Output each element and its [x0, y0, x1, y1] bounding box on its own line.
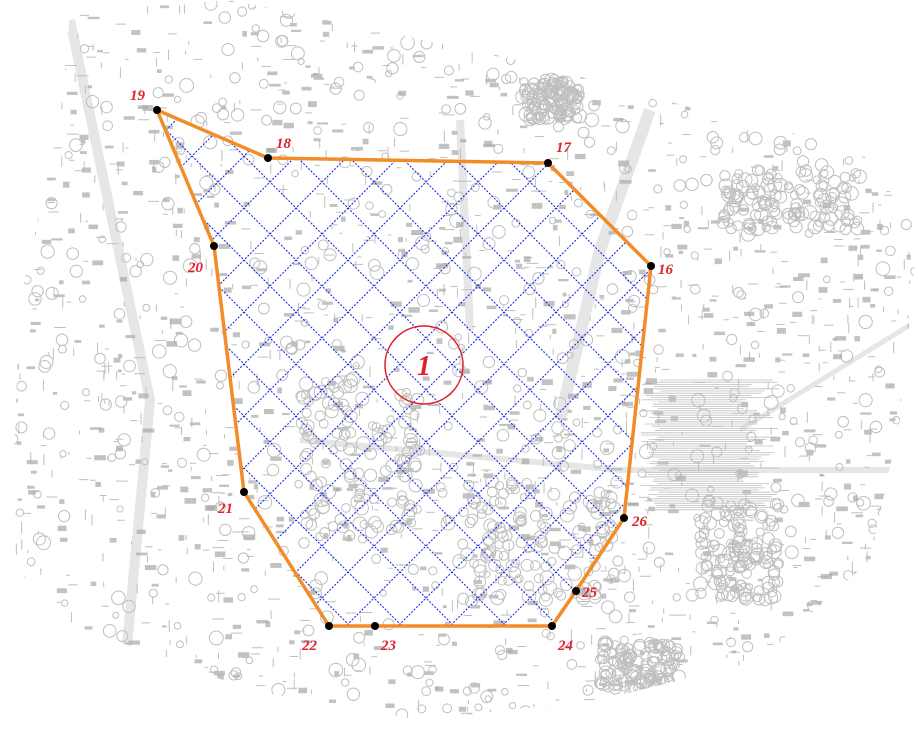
vertex-17[interactable]: 17: [544, 140, 572, 167]
vertex-20[interactable]: 20: [187, 242, 218, 276]
vertex-label: 25: [581, 585, 598, 601]
vertex-label: 19: [130, 88, 146, 104]
zone-label: 1: [417, 351, 431, 382]
vertex-18[interactable]: 18: [264, 136, 292, 162]
zone-circle: [384, 325, 464, 405]
vertex-22[interactable]: 22: [301, 622, 333, 654]
vertex-point[interactable]: [325, 622, 333, 630]
vertex-point[interactable]: [572, 587, 580, 595]
vertex-25[interactable]: 25: [572, 585, 598, 601]
vertex-24[interactable]: 24: [548, 622, 574, 654]
vertex-label: 20: [187, 260, 204, 276]
vertex-point[interactable]: [620, 514, 628, 522]
vertex-label: 26: [631, 514, 648, 530]
vertex-label: 18: [276, 136, 292, 152]
vertex-label: 21: [217, 501, 233, 517]
vertex-point[interactable]: [647, 262, 655, 270]
vertex-point[interactable]: [371, 622, 379, 630]
vertex-21[interactable]: 21: [217, 488, 248, 517]
vertex-point[interactable]: [548, 622, 556, 630]
vertices-layer: 19 18 17 16 26 25 24 23 22 21 20: [130, 88, 674, 654]
vertex-16[interactable]: 16: [647, 262, 674, 278]
vertex-label: 17: [556, 140, 572, 156]
vertex-23[interactable]: 23: [371, 622, 397, 654]
vertex-label: 22: [301, 638, 318, 654]
zone-marker[interactable]: 1: [384, 325, 464, 405]
vertex-point[interactable]: [210, 242, 218, 250]
vertex-label: 23: [380, 638, 397, 654]
zone-boundary[interactable]: [155, 108, 653, 628]
vertex-point[interactable]: [240, 488, 248, 496]
vertex-point[interactable]: [153, 106, 161, 114]
vertex-label: 24: [557, 638, 574, 654]
vertex-26[interactable]: 26: [620, 514, 648, 530]
vertex-label: 16: [658, 262, 674, 278]
vertex-point[interactable]: [264, 154, 272, 162]
vertex-19[interactable]: 19: [130, 88, 161, 114]
vertex-point[interactable]: [544, 159, 552, 167]
